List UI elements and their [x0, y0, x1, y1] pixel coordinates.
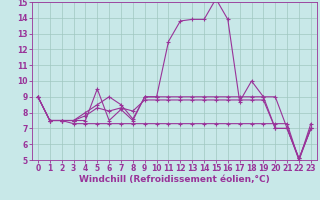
X-axis label: Windchill (Refroidissement éolien,°C): Windchill (Refroidissement éolien,°C) [79, 175, 270, 184]
